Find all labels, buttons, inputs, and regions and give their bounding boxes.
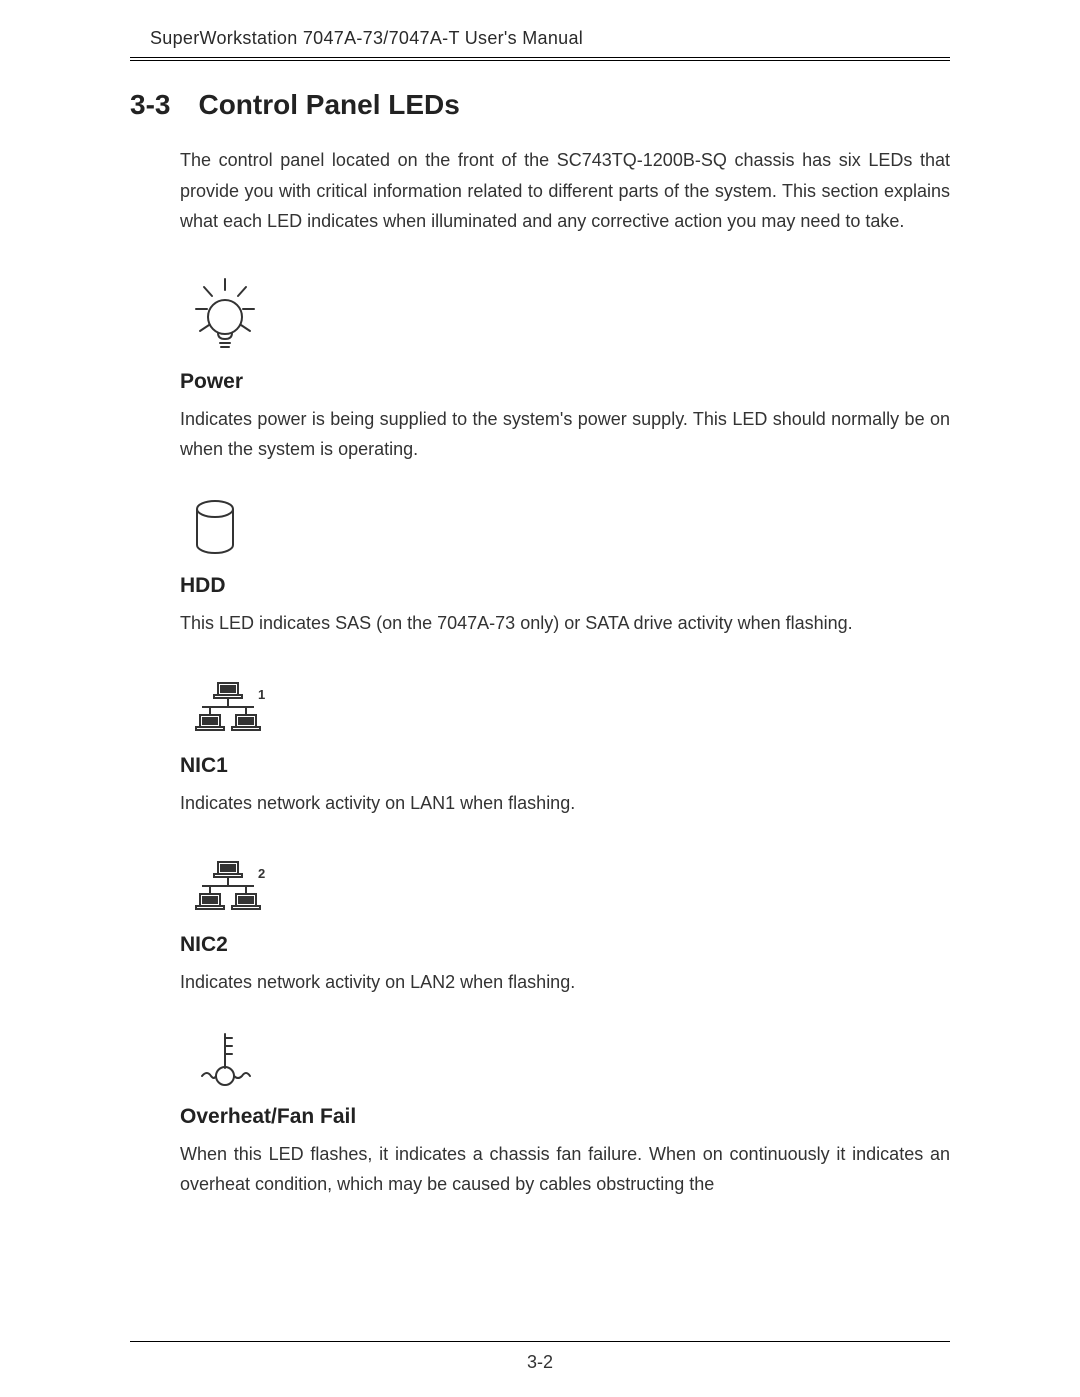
overheat-body: When this LED flashes, it indicates a ch… xyxy=(180,1139,950,1200)
overheat-heading: Overheat/Fan Fail xyxy=(180,1105,950,1129)
power-body: Indicates power is being supplied to the… xyxy=(180,404,950,465)
nic2-body: Indicates network activity on LAN2 when … xyxy=(180,967,950,998)
entry-overheat: Overheat/Fan Fail When this LED flashes,… xyxy=(130,1032,950,1200)
nic2-heading: NIC2 xyxy=(180,933,950,957)
power-heading: Power xyxy=(180,370,950,394)
nic2-icon-label: 2 xyxy=(258,866,265,881)
intro-paragraph: The control panel located on the front o… xyxy=(130,145,950,237)
section-title: 3-3 Control Panel LEDs xyxy=(130,89,950,121)
nic1-body: Indicates network activity on LAN1 when … xyxy=(180,788,950,819)
section-number: 3-3 xyxy=(130,89,170,121)
entry-hdd: HDD This LED indicates SAS (on the 7047A… xyxy=(130,499,950,639)
entry-power: Power Indicates power is being supplied … xyxy=(130,277,950,465)
entry-nic1: 1 NIC1 Indicates network activity on LAN… xyxy=(130,681,950,819)
entry-nic2: 2 NIC2 Indicates network activity on LAN… xyxy=(130,860,950,998)
header-rule xyxy=(130,57,950,61)
page-number: 3-2 xyxy=(0,1352,1080,1373)
network-icon: 1 xyxy=(180,681,950,742)
hdd-body: This LED indicates SAS (on the 7047A-73 … xyxy=(180,608,950,639)
lightbulb-icon xyxy=(180,277,950,358)
section-title-text: Control Panel LEDs xyxy=(198,89,459,120)
network-icon: 2 xyxy=(180,860,950,921)
cylinder-icon xyxy=(180,499,950,562)
thermometer-icon xyxy=(180,1032,950,1093)
header-text: SuperWorkstation 7047A-73/7047A-T User's… xyxy=(130,28,950,49)
hdd-heading: HDD xyxy=(180,574,950,598)
nic1-heading: NIC1 xyxy=(180,754,950,778)
footer-rule xyxy=(130,1341,950,1342)
nic1-icon-label: 1 xyxy=(258,687,265,702)
